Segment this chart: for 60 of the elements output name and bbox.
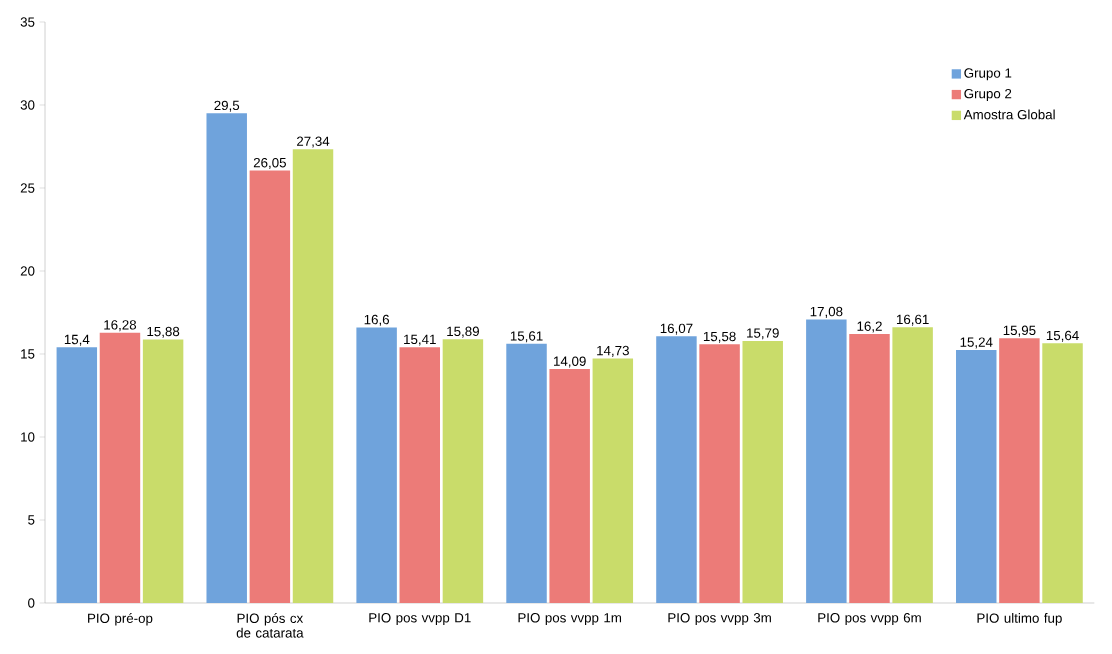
data-label: 27,34 — [296, 136, 330, 148]
bar — [206, 113, 247, 603]
data-label: 17,08 — [810, 306, 843, 318]
data-label: 14,73 — [597, 345, 629, 357]
x-tick-label: PIO pós cx de catarata — [236, 613, 304, 638]
data-label: 26,05 — [253, 157, 286, 169]
bar — [999, 338, 1040, 603]
y-tick-label: 20 — [20, 266, 35, 276]
y-tick-label: 35 — [20, 17, 35, 27]
data-label: 15,89 — [447, 326, 479, 338]
legend-label: Grupo 1 — [964, 68, 1012, 81]
bar — [142, 339, 184, 603]
data-label: 15,58 — [703, 331, 736, 343]
bar — [56, 347, 98, 603]
bar — [99, 332, 141, 603]
bar — [656, 336, 697, 603]
x-tick-label: PIO pos vvpp 1m — [518, 613, 622, 626]
data-label: 16,6 — [364, 314, 390, 326]
bar — [1042, 343, 1083, 603]
legend-label: Grupo 2 — [964, 88, 1012, 101]
data-label: 15,24 — [960, 337, 993, 349]
data-label: 16,28 — [104, 320, 137, 332]
y-tick-label: 5 — [28, 515, 35, 525]
x-tick-label: PIO pos vvpp 3m — [668, 613, 771, 626]
bar — [506, 343, 547, 603]
y-tick-label: 0 — [28, 598, 35, 608]
bar — [806, 319, 847, 603]
data-label: 15,64 — [1046, 330, 1079, 342]
bar — [592, 358, 634, 603]
x-tick-label: PIO pos vvpp 6m — [818, 613, 921, 626]
y-tick-label: 15 — [21, 349, 35, 359]
x-tick-label: PIO pos vvpp D1 — [369, 613, 471, 626]
x-tick-label: PIO pré-op — [88, 613, 153, 626]
bar — [892, 327, 933, 603]
data-label: 16,61 — [896, 314, 929, 326]
data-label: 15,61 — [510, 331, 543, 343]
data-label: 15,95 — [1003, 325, 1036, 337]
bar — [699, 344, 740, 603]
bar — [249, 170, 291, 603]
bar — [442, 339, 484, 603]
data-label: 15,88 — [147, 326, 180, 338]
y-tick-label: 10 — [21, 432, 35, 442]
data-label: 29,5 — [214, 100, 240, 112]
data-label: 15,4 — [64, 334, 90, 346]
data-label: 15,79 — [747, 328, 779, 340]
y-tick-label: 30 — [20, 100, 35, 110]
data-label: 14,09 — [554, 356, 586, 368]
bar — [356, 327, 397, 603]
bar — [549, 369, 590, 603]
bar — [399, 347, 441, 603]
legend-label: Amostra Global — [963, 109, 1055, 120]
x-tick-label: PIO ultimo fup — [977, 613, 1062, 626]
data-label: 15,41 — [404, 334, 436, 346]
bar — [956, 350, 997, 603]
data-label: 16,07 — [660, 323, 693, 335]
bar — [849, 334, 890, 603]
y-tick-label: 25 — [20, 183, 35, 193]
bar — [292, 149, 334, 603]
bar — [742, 340, 783, 603]
data-label: 16,2 — [857, 321, 882, 333]
